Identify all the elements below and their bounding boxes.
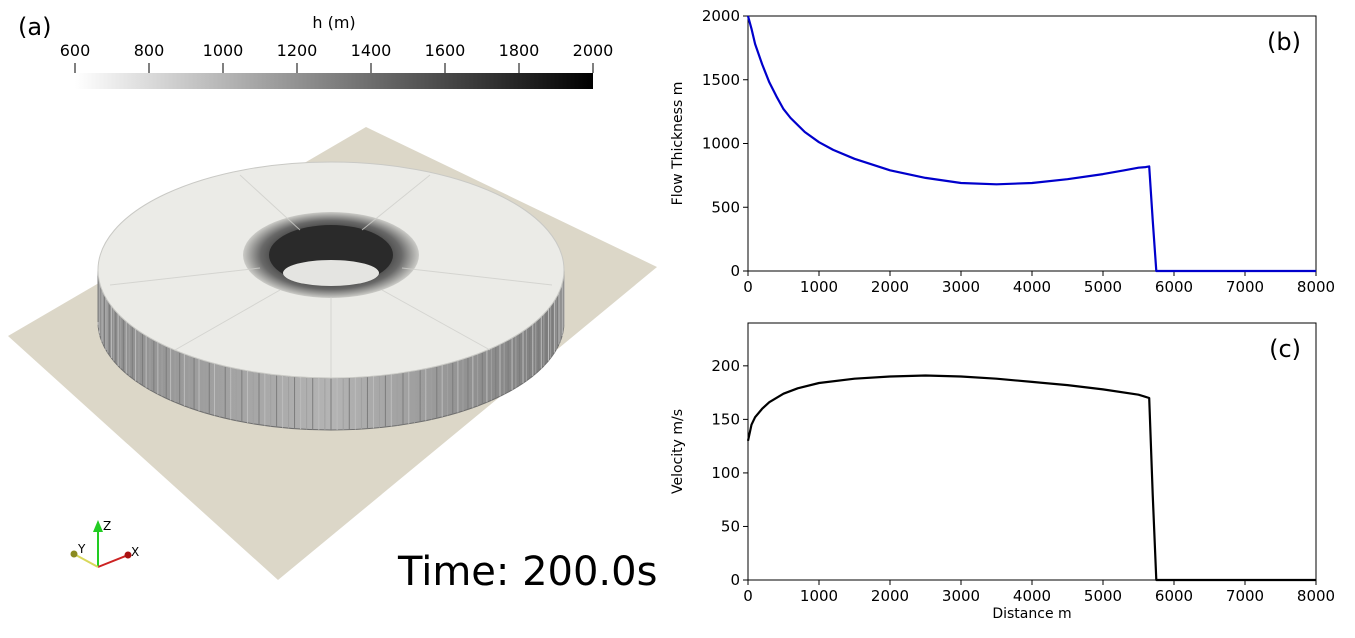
x-tick-label: 2000	[871, 278, 909, 296]
colorbar-tick-label: 1000	[203, 41, 244, 60]
x-tick-label: 3000	[942, 587, 980, 605]
y-tick-label: 0	[730, 262, 740, 280]
plot-frame	[747, 322, 1317, 581]
x-tick-label: 0	[743, 587, 753, 605]
axes-triad: Z X Y	[70, 519, 139, 568]
colorbar-gradient	[75, 73, 593, 89]
y-tick-label: 100	[711, 464, 740, 482]
panel-label: (c)	[1269, 335, 1301, 363]
y-tick-label: 2000	[702, 7, 740, 25]
colorbar-tick-label: 800	[134, 41, 165, 60]
colorbar-tick-label: 600	[60, 41, 91, 60]
triad-y-label: Y	[77, 542, 86, 556]
y-axis-label: Velocity m/s	[670, 409, 686, 494]
x-tick-label: 8000	[1297, 587, 1335, 605]
deposit-ring	[97, 161, 565, 431]
panel-a: (a) h (m) 600 800 1000 1200 1400 1600 1800 2000	[0, 0, 660, 634]
x-tick-label: 4000	[1013, 278, 1051, 296]
panel-charts: 0 1000 2000 3000 4000 5000 6000 7000 8000 0 500 100…	[660, 0, 1355, 634]
y-tick-label: 1500	[702, 71, 740, 89]
y-tick-label: 500	[711, 198, 740, 216]
triad-x-label: X	[131, 545, 139, 559]
x-tick-label: 7000	[1226, 278, 1264, 296]
colorbar-tick-label: 1600	[425, 41, 466, 60]
simulation-view: (a) h (m) 600 800 1000 1200 1400 1600 1800 2000	[8, 13, 657, 595]
x-tick-label: 8000	[1297, 278, 1335, 296]
time-label: Time: 200.0s	[397, 549, 657, 595]
x-tick-label: 6000	[1155, 278, 1193, 296]
x-tick-label: 1000	[800, 587, 838, 605]
colorbar: h (m) 600 800 1000 1200 1400 1600 1800 2000	[60, 13, 614, 89]
y-axis-label: Flow Thickness m	[670, 82, 686, 206]
x-tick-label: 1000	[800, 278, 838, 296]
colorbar-ticks: 600 800 1000 1200 1400 1600 1800 2000	[60, 41, 614, 73]
x-tick-label: 2000	[871, 587, 909, 605]
x-tick-label: 6000	[1155, 587, 1193, 605]
x-tick-label: 7000	[1226, 587, 1264, 605]
y-tick-label: 0	[730, 571, 740, 589]
y-tick-label: 1000	[702, 135, 740, 153]
panel-label: (b)	[1267, 28, 1301, 56]
x-axis-label: Distance m	[992, 606, 1071, 622]
colorbar-tick-label: 1200	[277, 41, 318, 60]
deposit-wall-stripes	[97, 270, 565, 430]
x-tick-label: 5000	[1084, 278, 1122, 296]
x-tick-label: 0	[743, 278, 753, 296]
colorbar-tick-label: 2000	[573, 41, 614, 60]
y-tick-label: 50	[721, 517, 740, 535]
x-tick-label: 5000	[1084, 587, 1122, 605]
chart-flow-thickness: 0 1000 2000 3000 4000 5000 6000 7000 8000 0 500 100…	[670, 7, 1335, 296]
chart-velocity: 0 1000 2000 3000 4000 5000 6000 7000 8000 0 50 100 1…	[670, 322, 1335, 622]
deposit-hole-floor	[283, 260, 379, 286]
series-line	[746, 374, 1316, 582]
panel-a-label: (a)	[18, 13, 51, 41]
plot-frame	[747, 15, 1317, 272]
colorbar-title: h (m)	[312, 13, 355, 32]
deposit-radial-lines	[109, 174, 553, 378]
colorbar-tick-label: 1400	[351, 41, 392, 60]
series-line	[746, 15, 1316, 273]
x-tick-label: 3000	[942, 278, 980, 296]
colorbar-tick-label: 1800	[499, 41, 540, 60]
y-tick-label: 200	[711, 357, 740, 375]
y-tick-label: 150	[711, 410, 740, 428]
x-tick-label: 4000	[1013, 587, 1051, 605]
triad-z-label: Z	[103, 519, 111, 533]
